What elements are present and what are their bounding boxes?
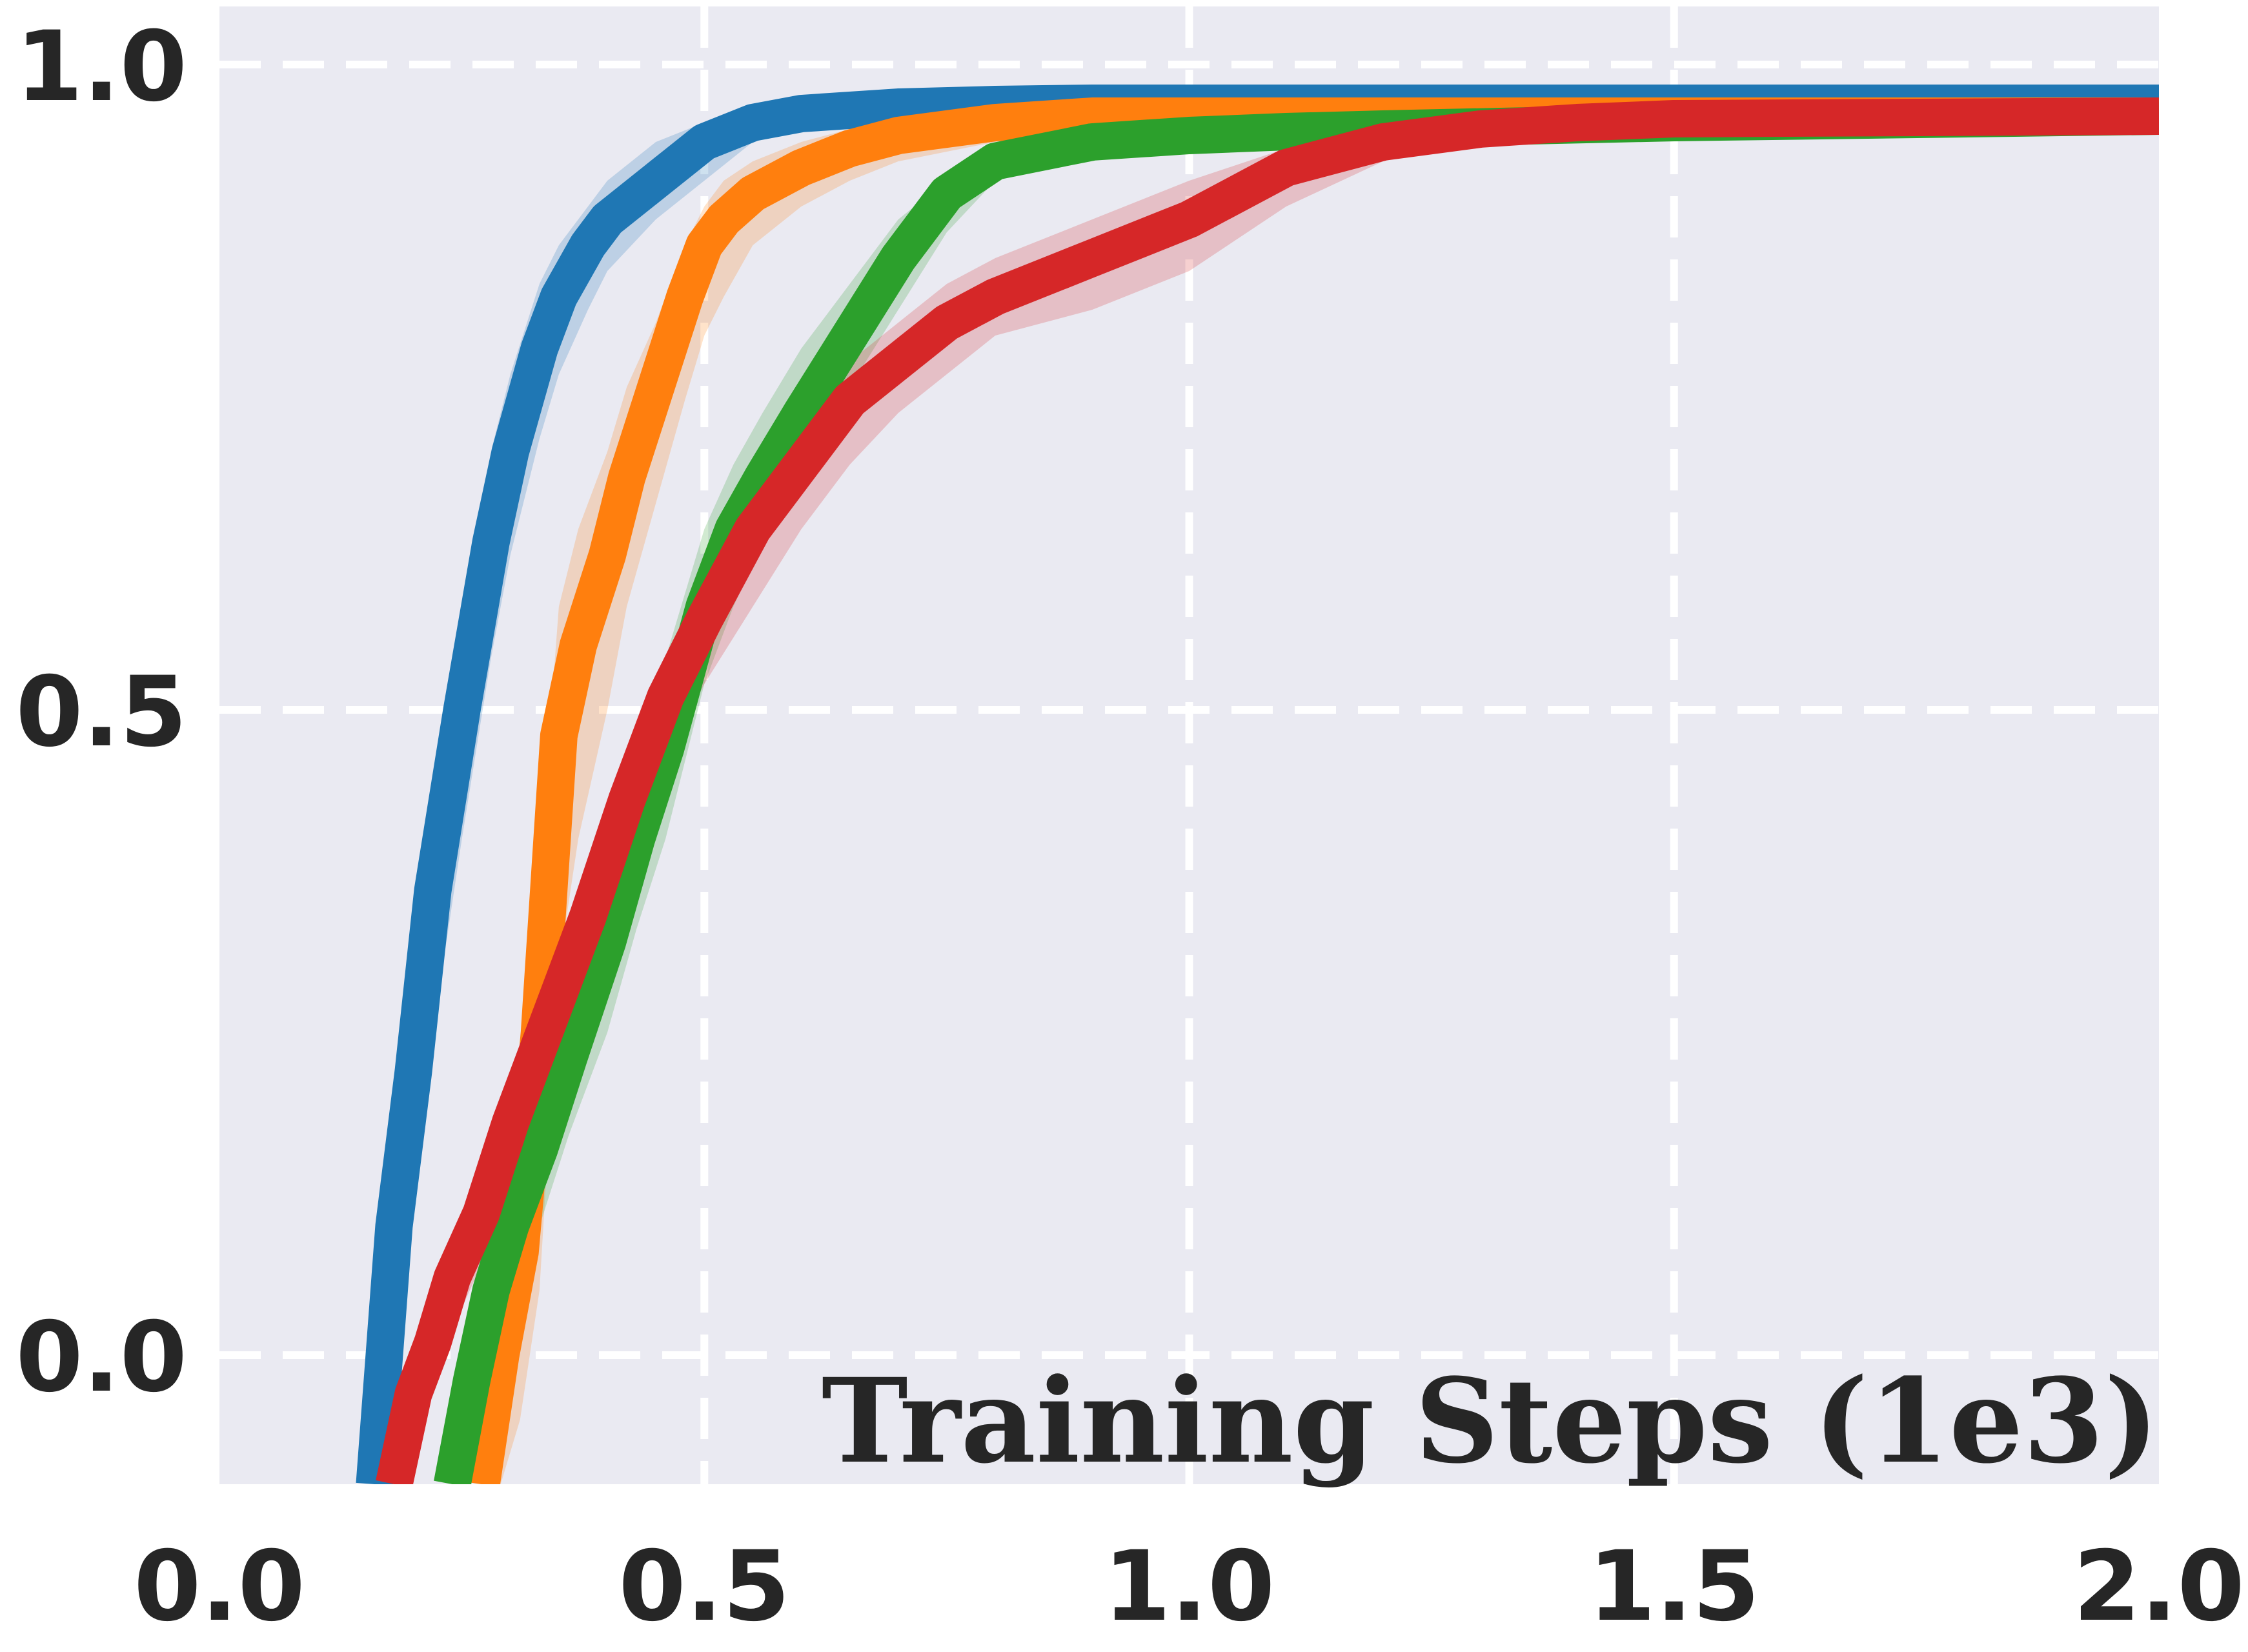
series-lines — [356, 85, 2159, 1484]
x-tick-label: 1.5 — [1588, 1531, 1760, 1643]
y-tick-label: 1.0 — [15, 11, 187, 123]
x-tick-label: 0.5 — [618, 1531, 790, 1643]
series-4-band — [394, 114, 2159, 1484]
confidence-bands — [374, 101, 2159, 1484]
x-tick-label: 1.0 — [1104, 1531, 1275, 1643]
y-tick-labels: 0.0 0.5 1.0 — [15, 11, 187, 1414]
x-tick-label: 2.0 — [2073, 1531, 2245, 1643]
y-tick-label: 0.5 — [15, 656, 187, 769]
series-4-line — [376, 97, 2159, 1484]
x-tick-label: 0.0 — [134, 1531, 305, 1643]
x-tick-labels: 0.0 0.5 1.0 1.5 2.0 — [134, 1531, 2245, 1643]
series-3-line — [434, 97, 2159, 1484]
series-2-line — [462, 97, 2159, 1484]
y-tick-label: 0.0 — [15, 1302, 187, 1414]
grid-lines — [219, 6, 2159, 1484]
x-axis-title: Training Steps (1e3) — [822, 1353, 2159, 1489]
